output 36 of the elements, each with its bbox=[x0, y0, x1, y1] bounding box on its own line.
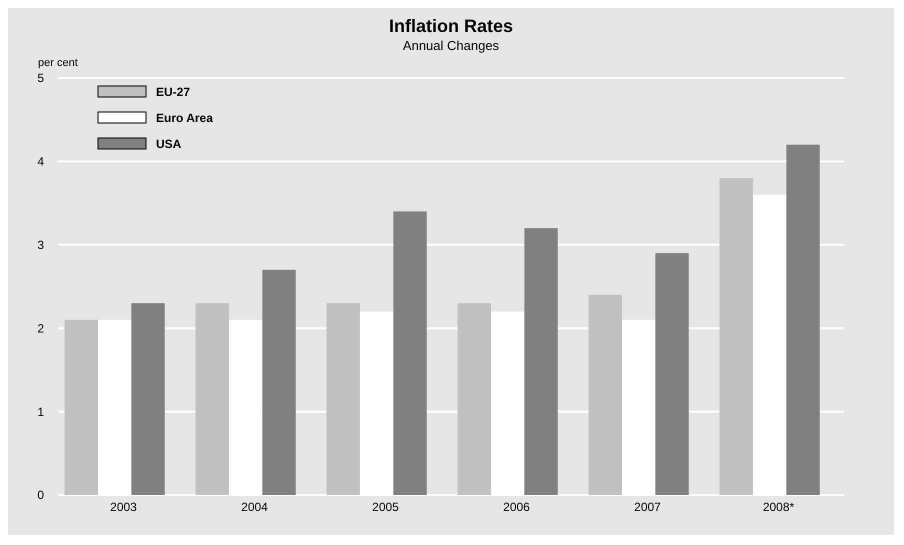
legend-label: EU-27 bbox=[156, 85, 190, 100]
x-tick-label: 2003 bbox=[110, 500, 138, 514]
legend-label: USA bbox=[156, 137, 182, 152]
bar bbox=[752, 194, 786, 495]
bar bbox=[393, 211, 427, 495]
y-tick-label: 5 bbox=[37, 71, 44, 86]
x-tick-label: 2006 bbox=[503, 500, 530, 514]
bar bbox=[326, 303, 360, 495]
bar bbox=[622, 320, 656, 495]
y-tick-label: 4 bbox=[37, 154, 44, 169]
y-axis-title: per cent bbox=[38, 57, 78, 69]
bar bbox=[131, 303, 165, 495]
bar bbox=[490, 312, 524, 495]
chart-subtitle: Annual Changes bbox=[402, 38, 500, 53]
bar bbox=[524, 228, 558, 495]
chart-title: Inflation Rates bbox=[388, 16, 514, 36]
x-tick-label: 2005 bbox=[372, 500, 400, 514]
y-tick-label: 1 bbox=[37, 404, 44, 419]
bar bbox=[655, 253, 689, 495]
bar bbox=[720, 178, 753, 495]
bar bbox=[588, 294, 622, 495]
legend-label: Euro Area bbox=[156, 111, 214, 126]
x-tick-label: 2008* bbox=[762, 500, 795, 514]
bar bbox=[458, 303, 491, 495]
y-tick-label: 0 bbox=[37, 488, 44, 502]
y-tick-label: 2 bbox=[37, 321, 44, 336]
bar bbox=[228, 320, 262, 495]
bar bbox=[64, 320, 98, 495]
x-tick-label: 2007 bbox=[634, 500, 662, 514]
bar bbox=[360, 312, 394, 495]
bar bbox=[262, 270, 296, 495]
bar bbox=[196, 303, 229, 495]
bar bbox=[786, 144, 820, 495]
x-tick-label: 2004 bbox=[241, 500, 268, 514]
bar bbox=[98, 320, 132, 495]
y-tick-label: 3 bbox=[37, 238, 44, 252]
